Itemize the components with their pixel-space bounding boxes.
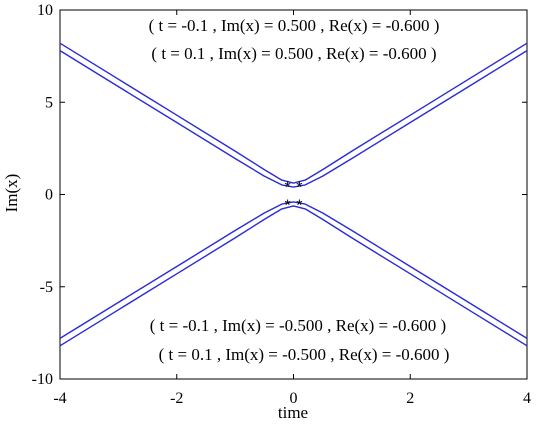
point-marker: * [285,179,291,196]
series-line-1 [59,42,528,184]
data-markers: * * * * [285,179,303,214]
x-tick-label: -4 [53,390,66,407]
annotation-1: ( t = -0.1 , Im(x) = 0.500 , Re(x) = -0.… [149,16,440,35]
point-marker: * [285,198,291,215]
x-tick-label: 4 [523,390,531,407]
x-tick-label: 0 [290,390,298,407]
y-tick-label: 10 [37,2,53,19]
point-marker: * [296,198,302,215]
y-axis-label: Im(x) [2,174,21,213]
point-marker: * [296,179,302,196]
y-tick-label: -5 [40,279,53,296]
y-tick-label: 0 [45,187,53,204]
annotation-3: ( t = -0.1 , Im(x) = -0.500 , Re(x) = -0… [150,316,446,335]
x-tick-label: 2 [406,390,414,407]
x-tick-label: -2 [170,390,183,407]
y-tick-label: -10 [32,371,53,388]
series-line-3 [59,201,528,339]
annotation-4: ( t = 0.1 , Im(x) = -0.500 , Re(x) = -0.… [159,345,450,364]
plot-series [59,42,528,347]
series-line-2 [59,50,528,188]
series-line-4 [59,205,528,347]
y-tick-label: 5 [45,94,53,111]
x-axis-label: time [278,403,308,422]
axis-ticks: -4 -2 0 2 4 -10 -5 0 5 10 [32,2,531,407]
annotation-2: ( t = 0.1 , Im(x) = 0.500 , Re(x) = -0.6… [151,44,436,63]
